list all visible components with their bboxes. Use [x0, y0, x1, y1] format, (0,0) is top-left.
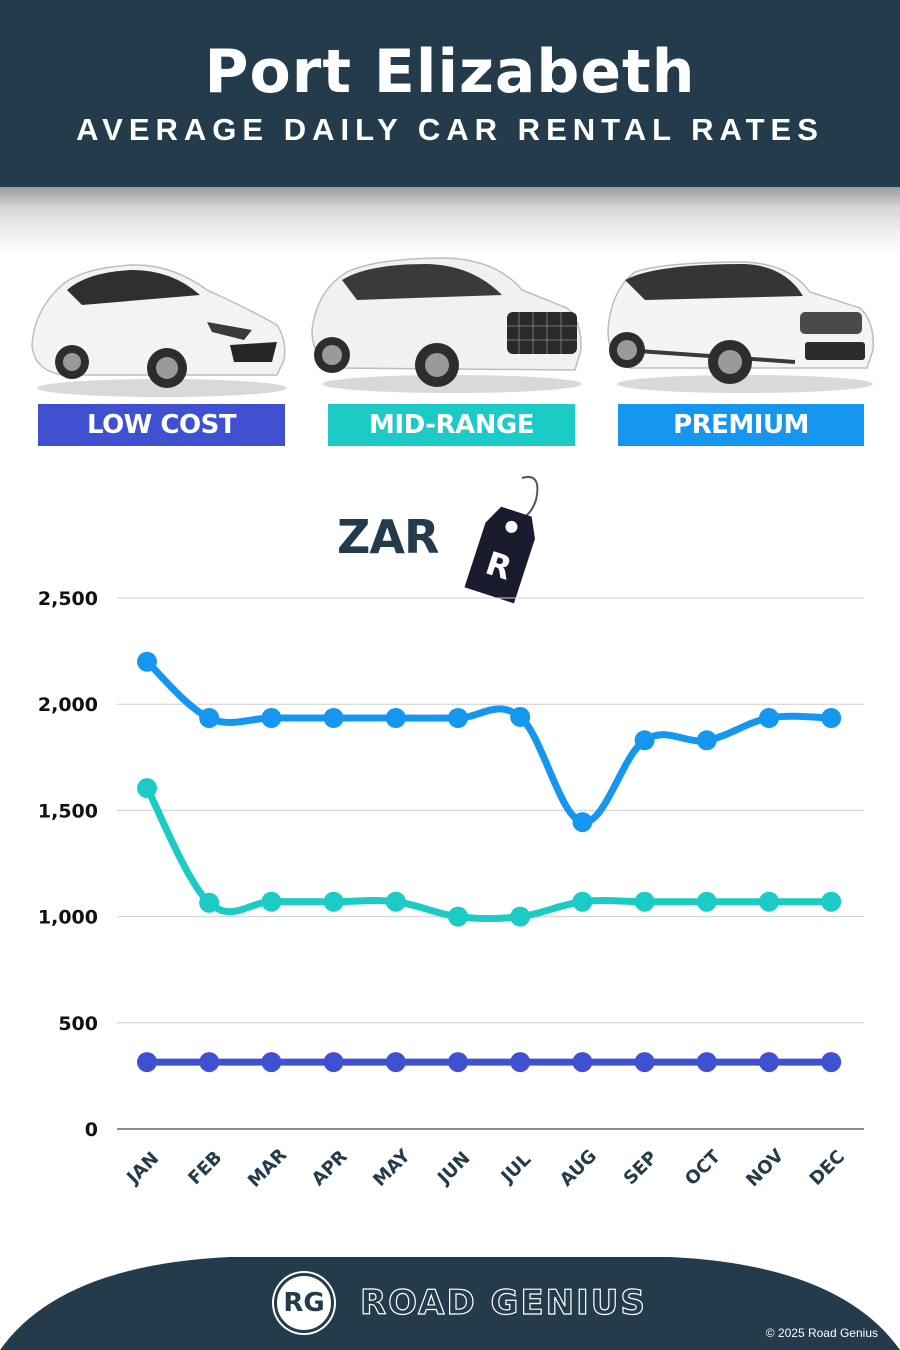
car-images [0, 250, 900, 400]
data-point [572, 1052, 593, 1073]
data-point [261, 708, 282, 729]
data-point [323, 891, 344, 912]
data-point [199, 1052, 220, 1073]
data-point [199, 892, 220, 913]
brand-name: ROAD GENIUS [359, 1282, 647, 1323]
data-point [696, 730, 717, 751]
data-point [821, 891, 842, 912]
suv-car-icon [307, 250, 585, 395]
data-point [385, 891, 406, 912]
x-tick-label: OCT [681, 1146, 725, 1190]
road-genius-logo: RG [274, 1273, 334, 1333]
price-tag-icon: R [450, 470, 550, 615]
data-point [821, 708, 842, 729]
data-point [261, 1052, 282, 1073]
page-subtitle: AVERAGE DAILY CAR RENTAL RATES [76, 112, 824, 147]
chart-plot-area: 0 500 1,000 1,500 2,000 2,500 JAN FEB MAR APR MAY… [38, 588, 864, 1192]
line-chart: 0 500 1,000 1,500 2,000 2,500 JAN FEB MAR APR MAY… [0, 570, 900, 1240]
data-point [821, 1052, 842, 1073]
y-tick-label: 1,500 [38, 800, 98, 822]
x-axis-labels: JAN FEB MAR APR MAY JUN JUL AUG SEP OCT NOV DEC [122, 1144, 849, 1191]
y-tick-label: 1,000 [38, 907, 98, 929]
legend-badge-premium: PREMIUM [618, 404, 864, 446]
x-tick-label: FEB [184, 1147, 226, 1189]
chart-gridlines [117, 597, 864, 1130]
footer-banner [0, 1255, 900, 1350]
data-point [634, 730, 655, 751]
data-point [759, 708, 779, 729]
series-low-cost [137, 1052, 842, 1073]
y-axis-labels: 0 500 1,000 1,500 2,000 2,500 [38, 588, 98, 1141]
luxury-suv-car-icon [605, 250, 877, 395]
data-point [696, 1052, 717, 1073]
x-tick-label: MAR [244, 1144, 291, 1191]
y-tick-label: 500 [58, 1013, 98, 1035]
data-point [572, 812, 593, 833]
data-point [572, 891, 593, 912]
legend-badge-mid-range: MID-RANGE [328, 404, 575, 446]
data-point [510, 1052, 531, 1073]
legend-badge-low-cost: LOW COST [38, 404, 285, 446]
series-mid-range [137, 778, 842, 927]
series-premium [137, 651, 842, 833]
data-point [759, 891, 779, 912]
y-tick-label: 0 [85, 1119, 98, 1141]
data-point [137, 1052, 157, 1073]
data-point [385, 1052, 406, 1073]
data-point [199, 708, 220, 729]
data-point [696, 891, 717, 912]
y-tick-label: 2,500 [38, 588, 98, 610]
data-point [137, 778, 157, 799]
x-tick-label: JUN [432, 1148, 474, 1190]
header-banner: Port Elizabeth AVERAGE DAILY CAR RENTAL … [0, 0, 900, 187]
data-point [510, 706, 531, 727]
x-tick-label: SEP [620, 1147, 662, 1189]
data-point [323, 708, 344, 729]
data-point [634, 1052, 655, 1073]
data-point [385, 708, 406, 729]
header-shadow [0, 187, 900, 257]
x-tick-label: JAN [122, 1148, 164, 1190]
currency-label: ZAR [337, 510, 439, 564]
hatchback-car-icon [22, 250, 290, 400]
x-tick-label: AUG [556, 1146, 601, 1191]
data-point [510, 906, 531, 927]
data-point [137, 651, 157, 672]
data-point [448, 1052, 468, 1073]
x-tick-label: APR [308, 1146, 352, 1190]
data-point [448, 708, 468, 729]
copyright-text: © 2025 Road Genius [765, 1326, 878, 1340]
data-point [323, 1052, 344, 1073]
y-tick-label: 2,000 [38, 694, 98, 716]
page-title: Port Elizabeth [204, 37, 696, 107]
chart-series [137, 651, 842, 1073]
x-tick-label: JUL [496, 1149, 535, 1188]
x-tick-label: DEC [806, 1146, 849, 1189]
data-point [759, 1052, 779, 1073]
data-point [261, 891, 282, 912]
data-point [634, 891, 655, 912]
x-tick-label: MAY [369, 1145, 415, 1191]
x-tick-label: NOV [742, 1145, 788, 1191]
data-point [448, 906, 468, 927]
